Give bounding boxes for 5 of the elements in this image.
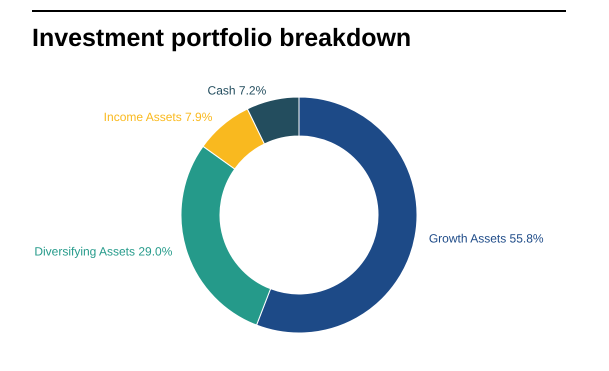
slice-label: Income Assets 7.9% [104, 110, 213, 124]
slice-label: Diversifying Assets 29.0% [34, 244, 173, 259]
chart-title: Investment portfolio breakdown [32, 24, 412, 53]
slice-label: Growth Assets 55.8% [428, 231, 544, 246]
slice-label: Cash 7.2% [208, 83, 267, 98]
